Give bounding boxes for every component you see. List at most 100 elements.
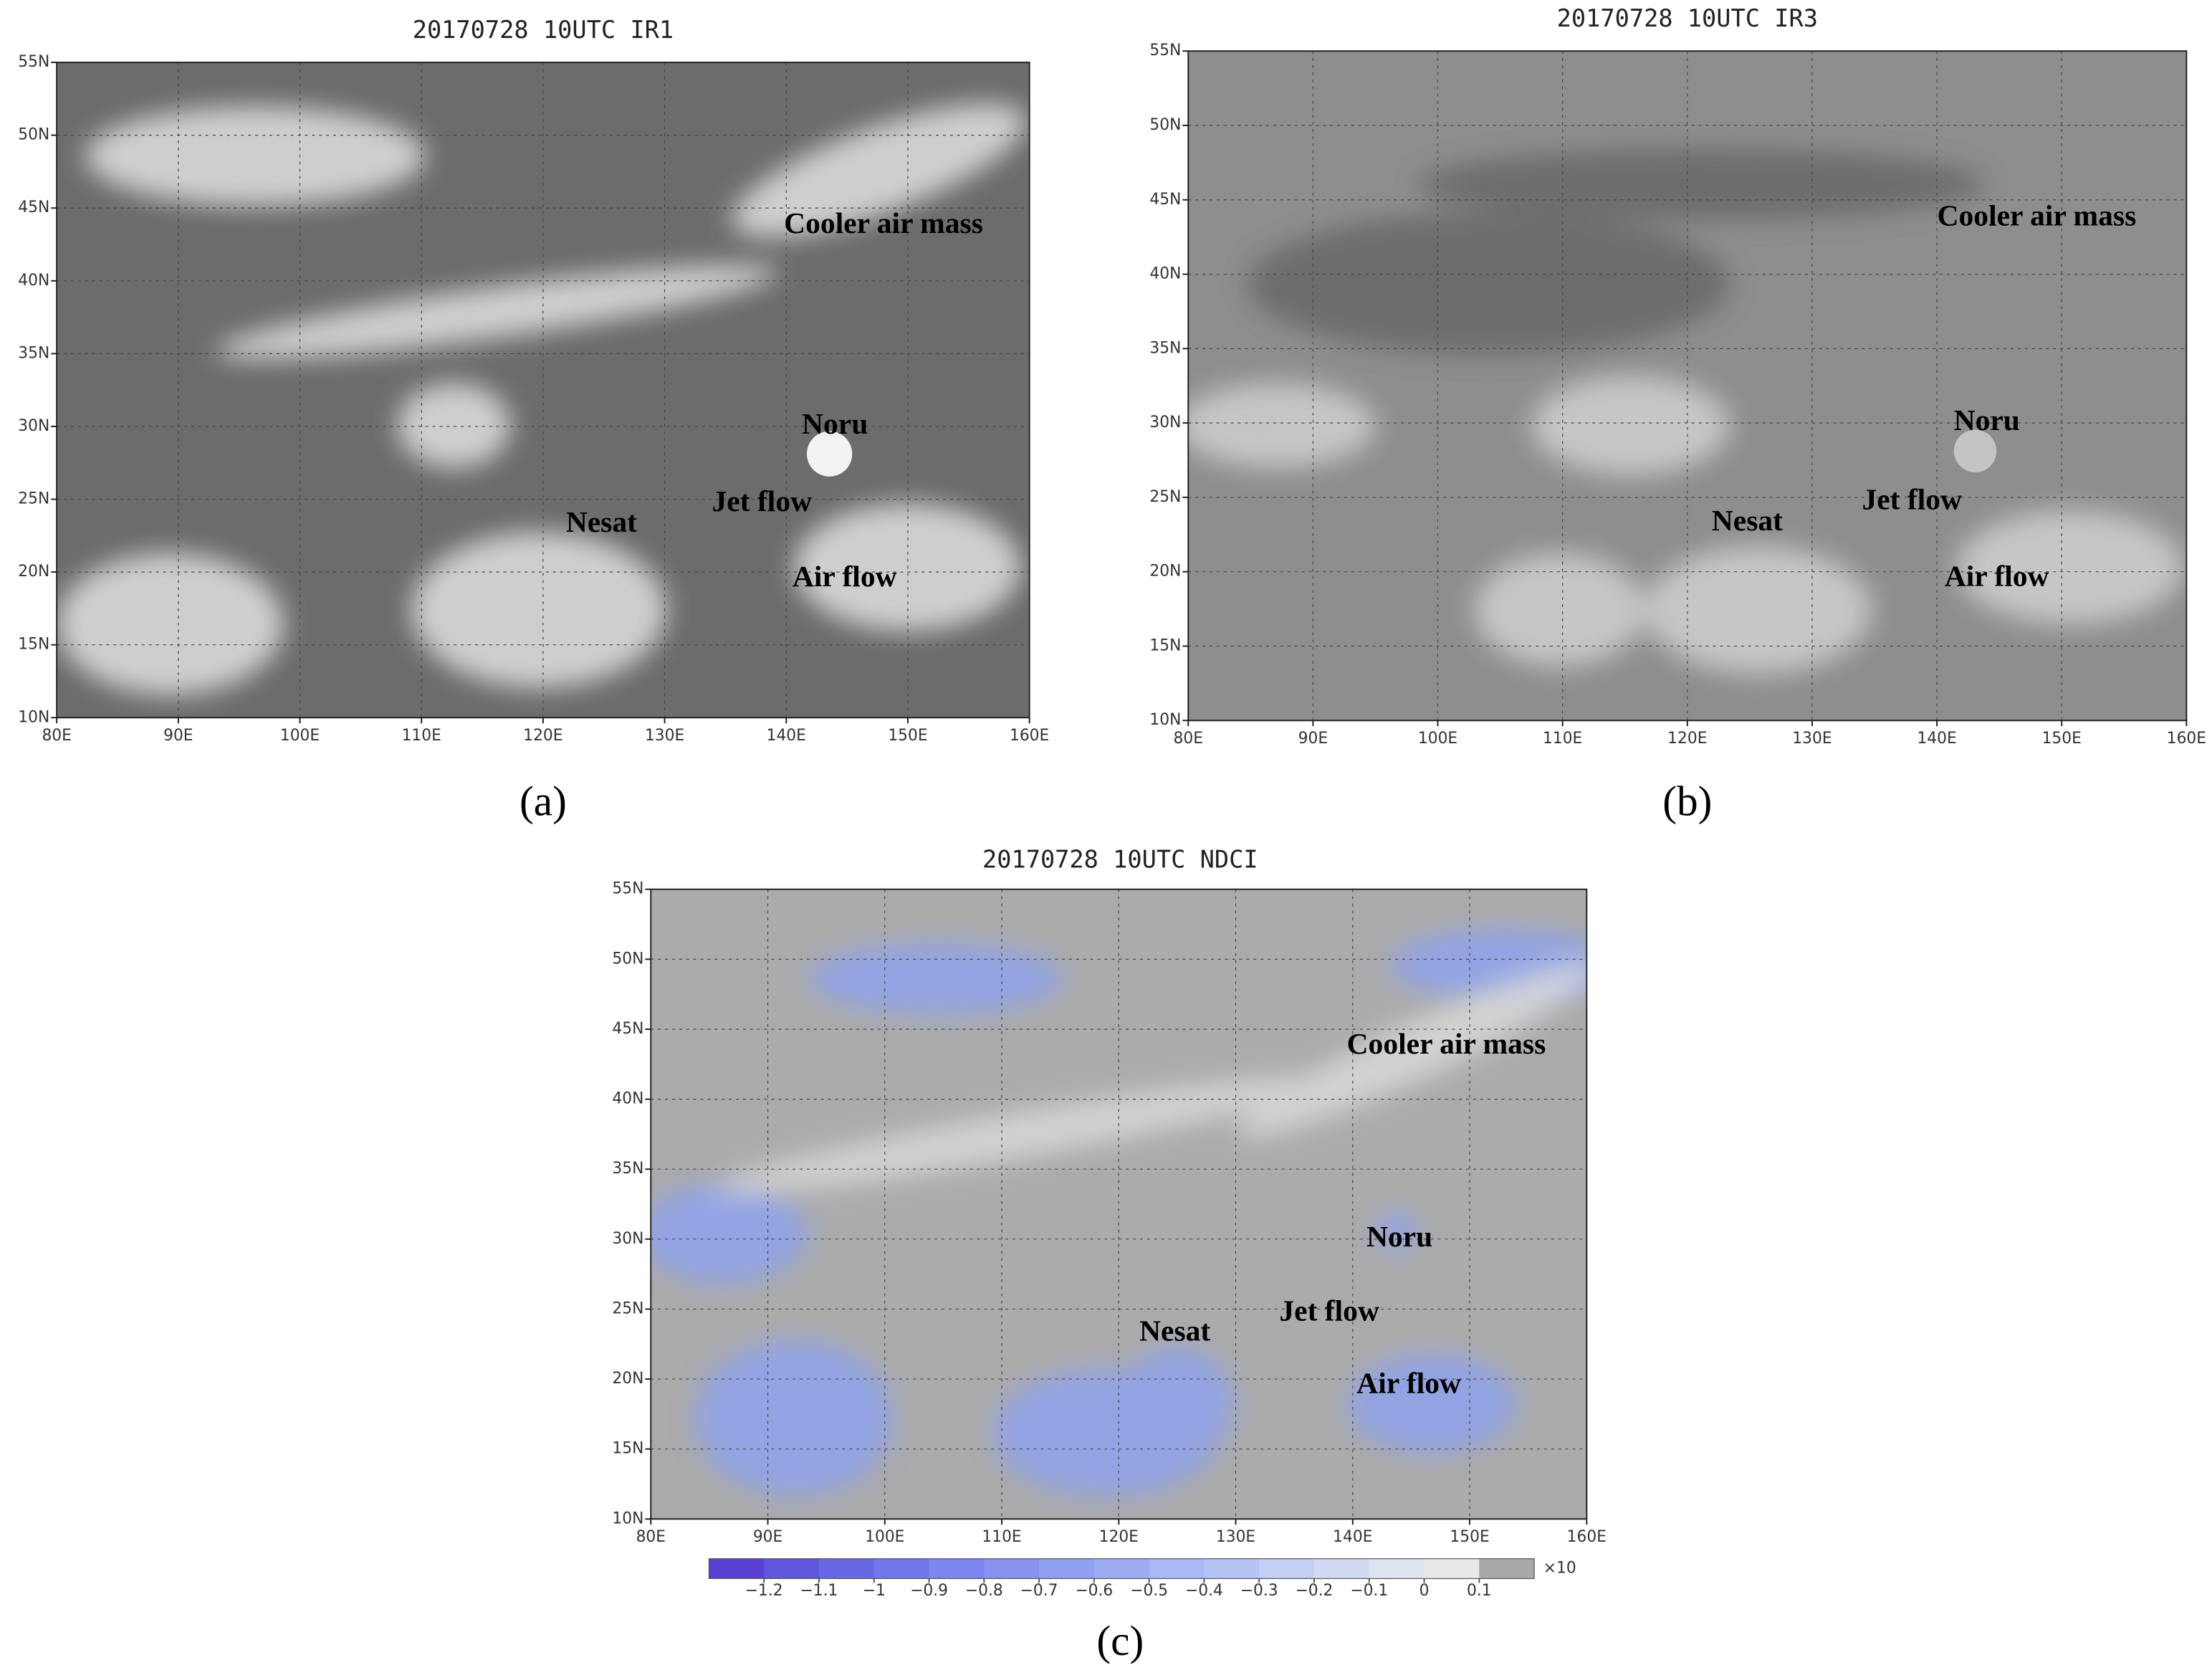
annotation: Jet flow xyxy=(712,485,813,517)
x-tick-label: 150E xyxy=(2042,730,2082,748)
colorbar-label: −1.2 xyxy=(745,1582,783,1600)
colorbar-label: −0.6 xyxy=(1075,1582,1113,1600)
panel-title: 20170728 10UTC IR1 xyxy=(413,16,674,44)
colorbar-segment xyxy=(1149,1558,1205,1579)
y-tick-label: 15N xyxy=(1149,636,1181,654)
x-tick-label: 100E xyxy=(865,1528,904,1546)
y-tick-label: 10N xyxy=(612,1509,643,1527)
y-tick-label: 30N xyxy=(612,1230,643,1248)
colorbar-label: −0.4 xyxy=(1185,1582,1223,1600)
colorbar-segment xyxy=(984,1558,1040,1579)
colorbar-segment xyxy=(1039,1558,1095,1579)
x-tick-label: 110E xyxy=(1543,730,1582,748)
x-tick-label: 90E xyxy=(753,1528,782,1546)
colorbar-segment xyxy=(1093,1558,1150,1579)
annotation: Nesat xyxy=(1712,504,1783,537)
x-tick-label: 160E xyxy=(1567,1528,1607,1546)
y-tick-label: 20N xyxy=(1149,563,1181,581)
annotation: Cooler air mass xyxy=(784,206,983,239)
x-tick-label: 140E xyxy=(1917,730,1956,748)
y-tick-label: 45N xyxy=(18,199,49,216)
y-tick-label: 40N xyxy=(612,1090,643,1108)
colorbar-segment xyxy=(1479,1558,1535,1579)
y-tick-label: 15N xyxy=(612,1440,643,1458)
x-tick-label: 90E xyxy=(1298,730,1328,748)
annotation: Noru xyxy=(802,407,868,440)
colorbar-label: −1 xyxy=(863,1582,886,1600)
x-tick-label: 80E xyxy=(1174,730,1203,748)
y-tick-label: 20N xyxy=(612,1370,643,1388)
x-tick-label: 100E xyxy=(1418,730,1457,748)
x-tick-label: 90E xyxy=(163,727,193,745)
colorbar-segment xyxy=(709,1558,765,1579)
x-tick-label: 140E xyxy=(767,727,806,745)
panel-label: (c) xyxy=(1096,1617,1144,1664)
y-tick-label: 20N xyxy=(18,563,49,581)
annotation: Cooler air mass xyxy=(1938,199,2137,232)
colorbar-label: −0.3 xyxy=(1240,1582,1278,1600)
colorbar-label: −1.1 xyxy=(800,1582,838,1600)
y-tick-label: 40N xyxy=(1149,265,1181,283)
x-tick-label: 110E xyxy=(402,727,441,745)
x-tick-label: 160E xyxy=(1010,727,1049,745)
y-tick-label: 50N xyxy=(1149,116,1181,134)
panel-title: 20170728 10UTC IR3 xyxy=(1557,4,1818,32)
panel-label: (b) xyxy=(1662,778,1712,825)
x-tick-label: 140E xyxy=(1333,1528,1372,1546)
y-tick-label: 50N xyxy=(18,126,49,144)
colorbar-segment xyxy=(1313,1558,1370,1579)
y-tick-label: 15N xyxy=(18,636,49,654)
y-tick-label: 10N xyxy=(1149,711,1181,729)
colorbar-label: −0.5 xyxy=(1130,1582,1168,1600)
colorbar-segment xyxy=(1369,1558,1425,1579)
annotation: Cooler air mass xyxy=(1347,1027,1546,1060)
annotation: Nesat xyxy=(566,505,637,538)
image-a xyxy=(57,62,1030,718)
y-tick-label: 35N xyxy=(1149,339,1181,357)
y-tick-label: 40N xyxy=(18,272,49,290)
image-b xyxy=(1188,51,2187,721)
x-tick-label: 130E xyxy=(645,727,684,745)
x-tick-label: 150E xyxy=(1450,1528,1489,1546)
colorbar-label: 0 xyxy=(1419,1582,1430,1600)
colorbar-segment xyxy=(1259,1558,1315,1579)
x-tick-label: 100E xyxy=(280,727,320,745)
colorbar-label: −0.8 xyxy=(965,1582,1003,1600)
y-tick-label: 25N xyxy=(1149,488,1181,506)
y-tick-label: 55N xyxy=(18,53,49,71)
annotation: Jet flow xyxy=(1862,482,1962,515)
colorbar-segment xyxy=(764,1558,820,1579)
annotation: Air flow xyxy=(793,560,897,593)
y-tick-label: 55N xyxy=(1149,42,1181,59)
colorbar-multiplier: ×10 xyxy=(1543,1560,1576,1578)
x-tick-label: 80E xyxy=(42,727,71,745)
x-tick-label: 110E xyxy=(982,1528,1021,1546)
y-tick-label: 25N xyxy=(18,490,49,508)
annotation: Air flow xyxy=(1945,560,2049,593)
annotation: Air flow xyxy=(1356,1366,1461,1399)
x-tick-label: 160E xyxy=(2167,730,2206,748)
y-tick-label: 10N xyxy=(18,708,49,726)
x-tick-label: 130E xyxy=(1792,730,1832,748)
x-tick-label: 130E xyxy=(1216,1528,1255,1546)
y-tick-label: 30N xyxy=(18,417,49,435)
annotation: Noru xyxy=(1366,1220,1432,1253)
y-tick-label: 35N xyxy=(18,344,49,362)
colorbar-frame xyxy=(708,1558,1535,1580)
colorbar-segment xyxy=(1204,1558,1260,1579)
panel-label: (a) xyxy=(520,778,567,825)
y-tick-label: 35N xyxy=(612,1160,643,1178)
x-tick-label: 120E xyxy=(1099,1528,1139,1546)
y-tick-label: 45N xyxy=(612,1020,643,1038)
colorbar-label: −0.9 xyxy=(910,1582,948,1600)
colorbar-label: −0.7 xyxy=(1020,1582,1058,1600)
x-tick-label: 150E xyxy=(888,727,927,745)
y-tick-label: 50N xyxy=(612,950,643,968)
colorbar-label: −0.2 xyxy=(1296,1582,1334,1600)
x-tick-label: 120E xyxy=(523,727,562,745)
y-tick-label: 30N xyxy=(1149,414,1181,431)
annotation: Nesat xyxy=(1139,1314,1210,1347)
colorbar-segment xyxy=(1424,1558,1480,1579)
x-tick-label: 80E xyxy=(636,1528,666,1546)
